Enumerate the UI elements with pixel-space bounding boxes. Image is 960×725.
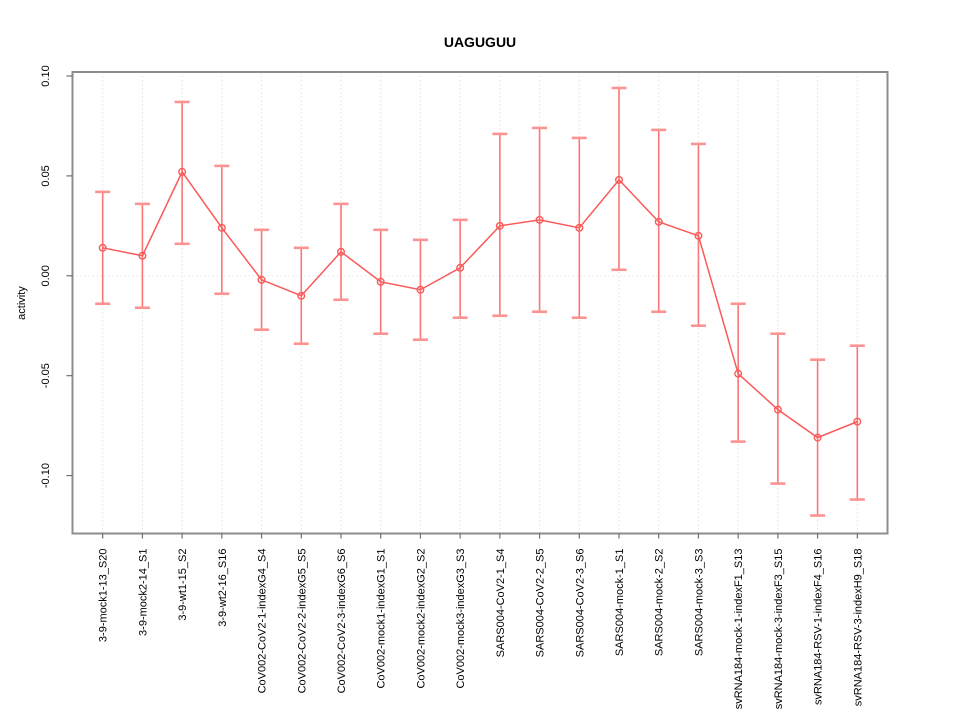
x-tick-label: 3-9-wt2-16_S16 bbox=[217, 549, 229, 627]
chart-title: UAGUGUU bbox=[444, 34, 516, 50]
data-point bbox=[178, 167, 187, 176]
data-point bbox=[575, 223, 584, 232]
data-point bbox=[773, 405, 782, 414]
data-point bbox=[853, 417, 862, 426]
data-point bbox=[813, 433, 822, 442]
x-tick-label: CoV002-CoV2-1-indexG4_S4 bbox=[257, 549, 269, 694]
data-point bbox=[98, 243, 107, 252]
x-tick-label: CoV002-mock1-indexG1_S1 bbox=[376, 549, 388, 689]
x-tick-label: SARS004-mock-1_S1 bbox=[614, 549, 626, 657]
x-tick-label: CoV002-mock2-indexG2_S2 bbox=[415, 549, 427, 689]
x-tick-label: svRNA184-mock-1-indexF1_S13 bbox=[733, 549, 745, 710]
data-point bbox=[456, 263, 465, 272]
x-tick-label: SARS004-CoV2-1_S4 bbox=[495, 549, 507, 658]
x-tick-label: SARS004-CoV2-3_S6 bbox=[574, 549, 586, 658]
data-point bbox=[734, 369, 743, 378]
series-line bbox=[102, 170, 858, 439]
y-axis-label: activity bbox=[16, 286, 28, 320]
x-tick-label: SARS004-CoV2-2_S5 bbox=[535, 549, 547, 658]
y-tick-label: -0.10 bbox=[40, 463, 52, 488]
data-point bbox=[336, 247, 345, 256]
x-tick-label: CoV002-CoV2-2-indexG5_S5 bbox=[296, 549, 308, 694]
x-tick-label: CoV002-CoV2-3-indexG6_S6 bbox=[336, 549, 348, 694]
x-tick-label: svRNA184-RSV-3-indexH9_S18 bbox=[852, 549, 864, 707]
data-point bbox=[138, 251, 147, 260]
data-point bbox=[535, 215, 544, 224]
data-point bbox=[615, 175, 624, 184]
data-point bbox=[257, 275, 266, 284]
y-tick-label: 0.00 bbox=[40, 265, 52, 286]
y-tick-label: -0.05 bbox=[40, 363, 52, 388]
data-point bbox=[297, 291, 306, 300]
data-point bbox=[495, 221, 504, 230]
data-point bbox=[217, 223, 226, 232]
x-tick-label: CoV002-mock3-indexG3_S3 bbox=[455, 549, 467, 689]
x-tick-label: SARS004-mock-2_S2 bbox=[654, 549, 666, 657]
data-point bbox=[376, 277, 385, 286]
x-tick-label: 3-9-mock1-13_S20 bbox=[98, 549, 110, 643]
x-tick-label: 3-9-mock2-14_S1 bbox=[137, 549, 149, 636]
x-tick-label: SARS004-mock-3_S3 bbox=[693, 549, 705, 657]
data-point bbox=[654, 217, 663, 226]
y-tick-label: 0.10 bbox=[40, 65, 52, 86]
x-tick-label: svRNA184-RSV-1-indexF4_S16 bbox=[813, 549, 825, 706]
data-point bbox=[694, 231, 703, 240]
y-tick-label: 0.05 bbox=[40, 165, 52, 186]
x-tick-label: 3-9-wt1-15_S2 bbox=[177, 549, 189, 621]
plot-frame bbox=[71, 71, 889, 535]
data-point bbox=[416, 285, 425, 294]
x-tick-label: svRNA184-mock-3-indexF3_S15 bbox=[773, 549, 785, 710]
